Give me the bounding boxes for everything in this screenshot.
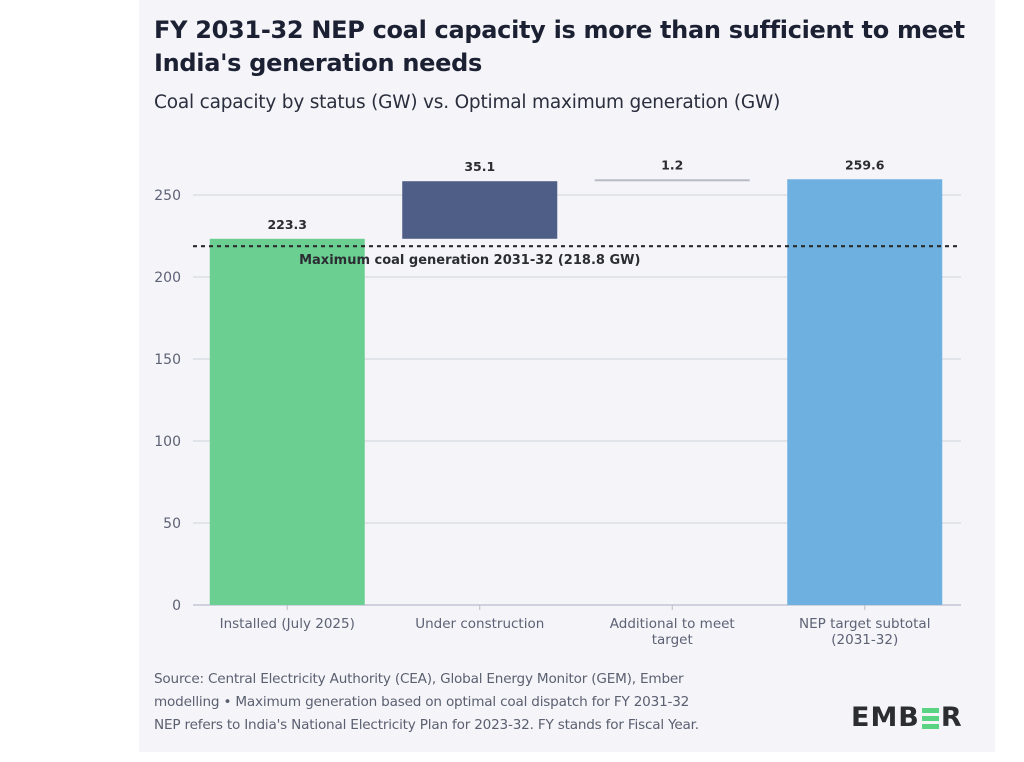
y-tick-label: 100 [154, 434, 181, 450]
x-tick-label: target [652, 632, 693, 648]
y-tick-label: 50 [163, 516, 181, 532]
x-tick-label: NEP target subtotal [799, 616, 930, 632]
chart-card: FY 2031-32 NEP coal capacity is more tha… [139, 0, 995, 752]
ember-logo: EMB R [851, 703, 963, 733]
x-tick-label: Under construction [415, 616, 544, 632]
data-label: 223.3 [267, 217, 307, 232]
logo-text-right: R [940, 702, 963, 733]
data-label: 259.6 [845, 157, 885, 172]
bar-0 [209, 238, 365, 605]
source-line: modelling • Maximum generation based on … [154, 694, 690, 710]
source-line: NEP refers to India's National Electrici… [154, 717, 699, 733]
source-line: Source: Central Electricity Authority (C… [154, 671, 684, 687]
waterfall-chart: 0 50 100 150 200 250 223.3 Installed (July 2025… [154, 157, 961, 648]
y-tick-label: 150 [154, 352, 181, 368]
x-tick-label: Additional to meet [610, 616, 735, 632]
x-tick-label: Installed (July 2025) [220, 616, 355, 632]
chart-title: FY 2031-32 NEP coal capacity is more tha… [154, 16, 965, 77]
source-note: Source: Central Electricity Authority (C… [154, 668, 794, 737]
logo-green-e-icon [921, 707, 939, 729]
bar-2 [594, 179, 750, 182]
data-label: 35.1 [464, 159, 495, 174]
bar-3 [787, 179, 943, 606]
reference-line-label: Maximum coal generation 2031-32 (218.8 G… [299, 253, 640, 268]
y-tick-label: 250 [154, 188, 181, 204]
bar-1 [402, 181, 558, 239]
y-tick-label: 200 [154, 270, 181, 286]
chart-subtitle: Coal capacity by status (GW) vs. Optimal… [154, 92, 781, 113]
data-label: 1.2 [661, 157, 683, 172]
x-tick-label: (2031-32) [831, 632, 898, 648]
logo-text-left: EMB [851, 702, 920, 733]
y-tick-label: 0 [172, 598, 181, 614]
